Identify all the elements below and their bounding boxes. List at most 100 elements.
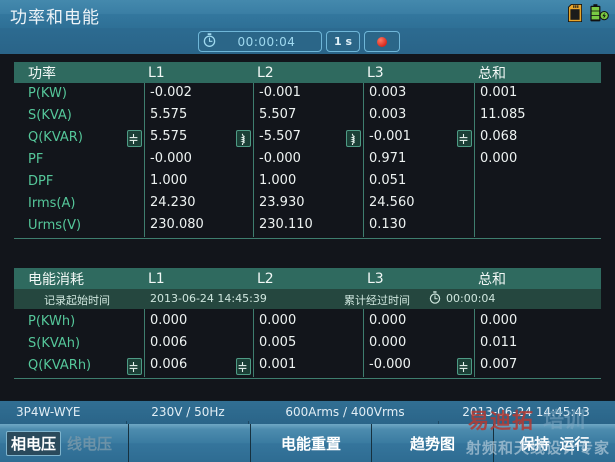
status-divider [126,421,127,426]
cell-l3: 0.051 [369,173,407,188]
cell-total: 0.068 [480,129,518,144]
table-row: P(KW) -0.002 -0.001 0.003 0.001 [14,83,601,105]
interval-button[interactable]: 1 s [326,31,360,52]
cell-l1: 0.006 [150,357,188,372]
table-row: Q(KVAR) 5.575 -5.507 [14,127,601,149]
power-table-header-l3: L3 [367,64,384,81]
cell-l1: 0.006 [150,335,188,350]
record-info-row: 记录起始时间 2013-06-24 14:45:39 累计经过时间 00:00:… [14,289,601,309]
stopwatch-icon [429,291,441,307]
inductive-icon [236,130,251,147]
softkey-blank[interactable] [128,424,251,462]
cell-l2: 23.930 [259,195,305,210]
row-label: Irms(A) [28,196,76,211]
cell-total: 11.085 [480,107,526,122]
energy-table-header-l3: L3 [367,270,384,287]
cell-l1: 0.000 [150,313,188,328]
cell-l3: 0.003 [369,107,407,122]
voltage-frequency: 230V / 50Hz [151,405,225,419]
row-label: P(KW) [28,86,67,101]
battery-charging-icon [589,4,609,26]
cell-total: 0.011 [480,335,518,350]
power-table: 功率 L1 L2 L3 总和 P(KW) -0.002 -0.001 0.003… [14,62,601,239]
softkey-hold[interactable]: 保持 [519,434,550,453]
table-row: S(KVAh) 0.006 0.005 0.000 0.011 [14,333,601,355]
record-button[interactable] [364,31,400,52]
cell-l1: 5.575 [150,129,188,144]
cell-l3: -0.001 [369,129,411,144]
record-dot-icon [377,36,387,47]
inductive-icon [346,130,361,147]
capacitive-icon [127,130,142,147]
table-row: P(KWh) 0.000 0.000 0.000 0.000 [14,311,601,333]
energy-table-header-total: 总和 [478,271,506,288]
table-row: PF -0.000 -0.000 0.971 0.000 [14,149,601,171]
energy-table-body: P(KWh) 0.000 0.000 0.000 0.000 S(KVAh) 0… [14,309,601,379]
voltage-mode-key[interactable]: 相电压 线电压 [0,424,129,462]
cell-l1: -0.000 [150,151,192,166]
cell-l3: 24.560 [369,195,415,210]
row-label: Urms(V) [28,218,82,233]
status-bar: 3P4W-WYE 230V / 50Hz 600Arms / 400Vrms 2… [0,400,615,426]
energy-table-header-title: 电能消耗 [28,271,84,288]
cell-l3: 0.971 [369,151,407,166]
energy-table-header: 电能消耗 L1 L2 L3 总和 [14,268,601,289]
stopwatch-icon [203,32,216,51]
softkey-line-voltage[interactable]: 线电压 [67,434,113,453]
title-bar: 功率和电能 [0,0,615,28]
cell-l1: 5.575 [150,107,188,122]
page-title: 功率和电能 [10,8,100,28]
softkey-hold-run[interactable]: 保持 运行 [494,424,615,462]
power-table-header-title: 功率 [28,65,56,82]
table-bottom-rule [14,238,601,239]
cell-l2: 0.000 [259,313,297,328]
table-row: Q(KVARh) 0.006 0.001 -0.000 [14,355,601,377]
capacitive-icon [457,130,472,147]
table-row: DPF 1.000 1.000 0.051 [14,171,601,193]
cell-l2: 0.001 [259,357,297,372]
column-divider [253,83,254,237]
elapsed-total-label: 累计经过时间 [344,294,410,307]
wiring-mode: 3P4W-WYE [16,405,81,419]
column-divider [474,83,475,237]
energy-table: 电能消耗 L1 L2 L3 总和 记录起始时间 2013-06-24 14:45… [14,268,601,379]
cell-l2: 230.110 [259,217,313,232]
cell-l3: 0.000 [369,335,407,350]
sd-card-icon [568,4,582,26]
table-row: Irms(A) 24.230 23.930 24.560 [14,193,601,215]
softkey-trend-chart[interactable]: 趋势图 [372,424,494,462]
cell-total: 0.000 [480,151,518,166]
capacitive-icon [457,358,472,375]
measurement-ranges: 600Arms / 400Vrms [285,405,405,419]
row-label: DPF [28,174,54,189]
softkey-energy-reset[interactable]: 电能重置 [250,424,372,462]
main-content: 功率 L1 L2 L3 总和 P(KW) -0.002 -0.001 0.003… [0,54,615,400]
cell-l2: 0.005 [259,335,297,350]
cell-total: 0.007 [480,357,518,372]
power-table-header-l1: L1 [148,64,165,81]
row-label: PF [28,152,44,167]
power-table-header-l2: L2 [257,64,274,81]
cell-total: 0.000 [480,313,518,328]
cell-l1: 230.080 [150,217,204,232]
row-label: Q(KVARh) [28,358,92,373]
energy-table-header-l1: L1 [148,270,165,287]
column-divider [253,309,254,377]
tool-strip: 00:00:04 1 s [0,28,615,55]
softkey-phase-voltage[interactable]: 相电压 [6,430,62,456]
cell-l3: 0.003 [369,85,407,100]
elapsed-timer[interactable]: 00:00:04 [198,31,322,52]
cell-l2: -0.000 [259,151,301,166]
capacitive-icon [236,358,251,375]
column-divider [144,309,145,377]
elapsed-time-value: 00:00:04 [237,34,296,49]
softkey-bar: 相电压 线电压 电能重置 趋势图 保持 运行 [0,424,615,462]
cell-l2: -5.507 [259,129,301,144]
table-row: S(KVA) 5.575 5.507 0.003 11.085 [14,105,601,127]
status-divider [438,421,439,426]
power-table-header: 功率 L1 L2 L3 总和 [14,62,601,83]
softkey-run[interactable]: 运行 [559,434,590,453]
power-table-header-total: 总和 [478,65,506,82]
record-start-value: 2013-06-24 14:45:39 [150,292,267,305]
